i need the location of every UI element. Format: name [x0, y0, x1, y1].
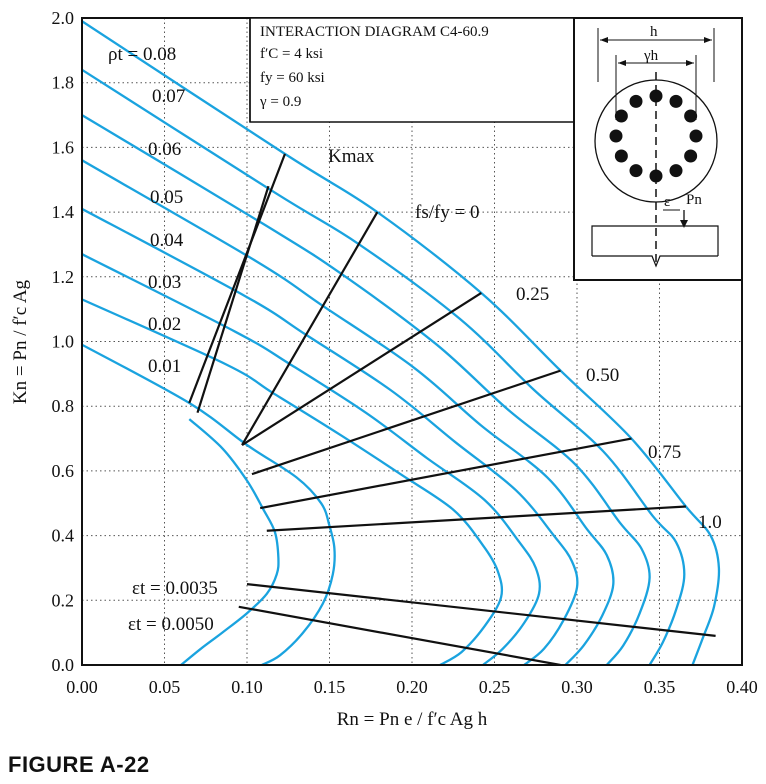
y-axis-label: Kn = Pn / f′c Ag	[10, 279, 31, 404]
radial-line-6	[266, 505, 686, 532]
interaction-curve-1	[82, 68, 686, 665]
interaction-curve-6	[82, 298, 504, 665]
param-gamma: γ = 0.9	[259, 94, 301, 110]
interaction-diagram-chart: 0.00 0.05 0.10 0.15 0.20 0.25 0.30 0.35 0.40 0.0…	[10, 8, 758, 730]
rebar-dot	[684, 109, 698, 123]
interaction-curve-7	[82, 343, 336, 665]
radial-line-2	[241, 211, 379, 446]
rebar-dot	[669, 164, 683, 178]
rebar-dot	[684, 149, 698, 163]
line-label-0.75: 0.75	[648, 442, 681, 463]
curve-label-0.04: 0.04	[150, 230, 184, 251]
inset-label-epsilon: ε	[664, 194, 670, 210]
line-label-kmax: Kmax	[328, 146, 375, 167]
rebar-dot	[669, 94, 683, 108]
y-tick-label: 0.4	[52, 526, 75, 546]
y-tick-label: 0.0	[52, 655, 75, 675]
radial-line-5	[259, 437, 632, 510]
curve-label-0.03: 0.03	[148, 272, 181, 293]
rebar-group	[609, 89, 703, 183]
radial-line-1	[196, 185, 270, 413]
x-tick-label: 0.30	[561, 677, 593, 697]
column-section-inset: h γh ε Pn	[573, 17, 743, 281]
y-tick-label: 1.6	[52, 137, 75, 157]
rebar-dot	[609, 129, 623, 143]
y-tick-label: 1.0	[52, 332, 75, 352]
x-tick-label: 0.15	[314, 677, 346, 697]
param-fc: f′C = 4 ksi	[260, 46, 323, 62]
curve-label-0.08: ρt = 0.08	[108, 44, 176, 65]
x-tick-label: 0.05	[149, 677, 181, 697]
line-label-0.50: 0.50	[586, 365, 619, 386]
interaction-curve-8	[180, 418, 280, 665]
x-tick-label: 0.35	[644, 677, 676, 697]
x-tick-label: 0.10	[231, 677, 263, 697]
line-label-et-0035: εt = 0.0035	[132, 578, 218, 599]
curve-label-0.05: 0.05	[150, 187, 183, 208]
y-tick-label: 1.8	[52, 73, 75, 93]
radial-line-0	[188, 153, 286, 404]
chart-title: INTERACTION DIAGRAM C4-60.9	[260, 24, 489, 40]
rebar-dot	[629, 94, 643, 108]
radial-line-8	[238, 605, 561, 665]
y-tick-label: 2.0	[52, 8, 75, 28]
x-tick-label: 0.00	[66, 677, 98, 697]
rebar-dot	[689, 129, 703, 143]
x-axis-label: Rn = Pn e / f′c Ag h	[337, 709, 488, 730]
y-tick-label: 0.2	[52, 590, 75, 610]
inset-label-gamma-h: γh	[643, 48, 659, 64]
interaction-curve-2	[82, 114, 651, 665]
curve-label-0.06: 0.06	[148, 139, 181, 160]
radial-line-3	[241, 292, 482, 446]
line-label-1.0: 1.0	[698, 512, 722, 533]
line-label-0.25: 0.25	[516, 284, 549, 305]
inset-label-pn: Pn	[686, 192, 702, 208]
radial-line-4	[251, 369, 561, 476]
rebar-dot	[614, 109, 628, 123]
inset-label-h: h	[650, 24, 658, 40]
y-tick-label: 0.8	[52, 396, 75, 416]
param-fy: fy = 60 ksi	[260, 70, 325, 86]
interaction-curve-3	[82, 159, 615, 665]
interaction-curve-0	[82, 20, 721, 665]
curve-label-0.01: 0.01	[148, 356, 181, 377]
rebar-dot	[614, 149, 628, 163]
x-tick-label: 0.25	[479, 677, 511, 697]
base-section	[591, 225, 719, 256]
radial-lines-group	[188, 153, 716, 665]
interaction-curve-5	[82, 253, 541, 665]
x-axis-ticks: 0.00 0.05 0.10 0.15 0.20 0.25 0.30 0.35 0.40	[66, 677, 758, 697]
y-axis-ticks: 0.0 0.2 0.4 0.6 0.8 1.0 1.2 1.4 1.6 1.8 2.0	[52, 8, 75, 675]
y-tick-label: 1.4	[52, 202, 75, 222]
figure-label: FIGURE A-22	[8, 752, 150, 777]
x-tick-label: 0.40	[726, 677, 758, 697]
curve-label-0.07: 0.07	[152, 86, 185, 107]
curves-group	[82, 20, 721, 665]
line-label-et-0050: εt = 0.0050	[128, 614, 214, 635]
y-tick-label: 0.6	[52, 461, 75, 481]
y-tick-label: 1.2	[52, 267, 75, 287]
x-tick-label: 0.20	[396, 677, 428, 697]
line-label-fs-fy-0: fs/fy = 0	[415, 202, 480, 223]
rebar-dot	[649, 89, 663, 103]
rebar-dot	[629, 164, 643, 178]
curve-label-0.02: 0.02	[148, 314, 181, 335]
radial-line-7	[246, 583, 716, 637]
